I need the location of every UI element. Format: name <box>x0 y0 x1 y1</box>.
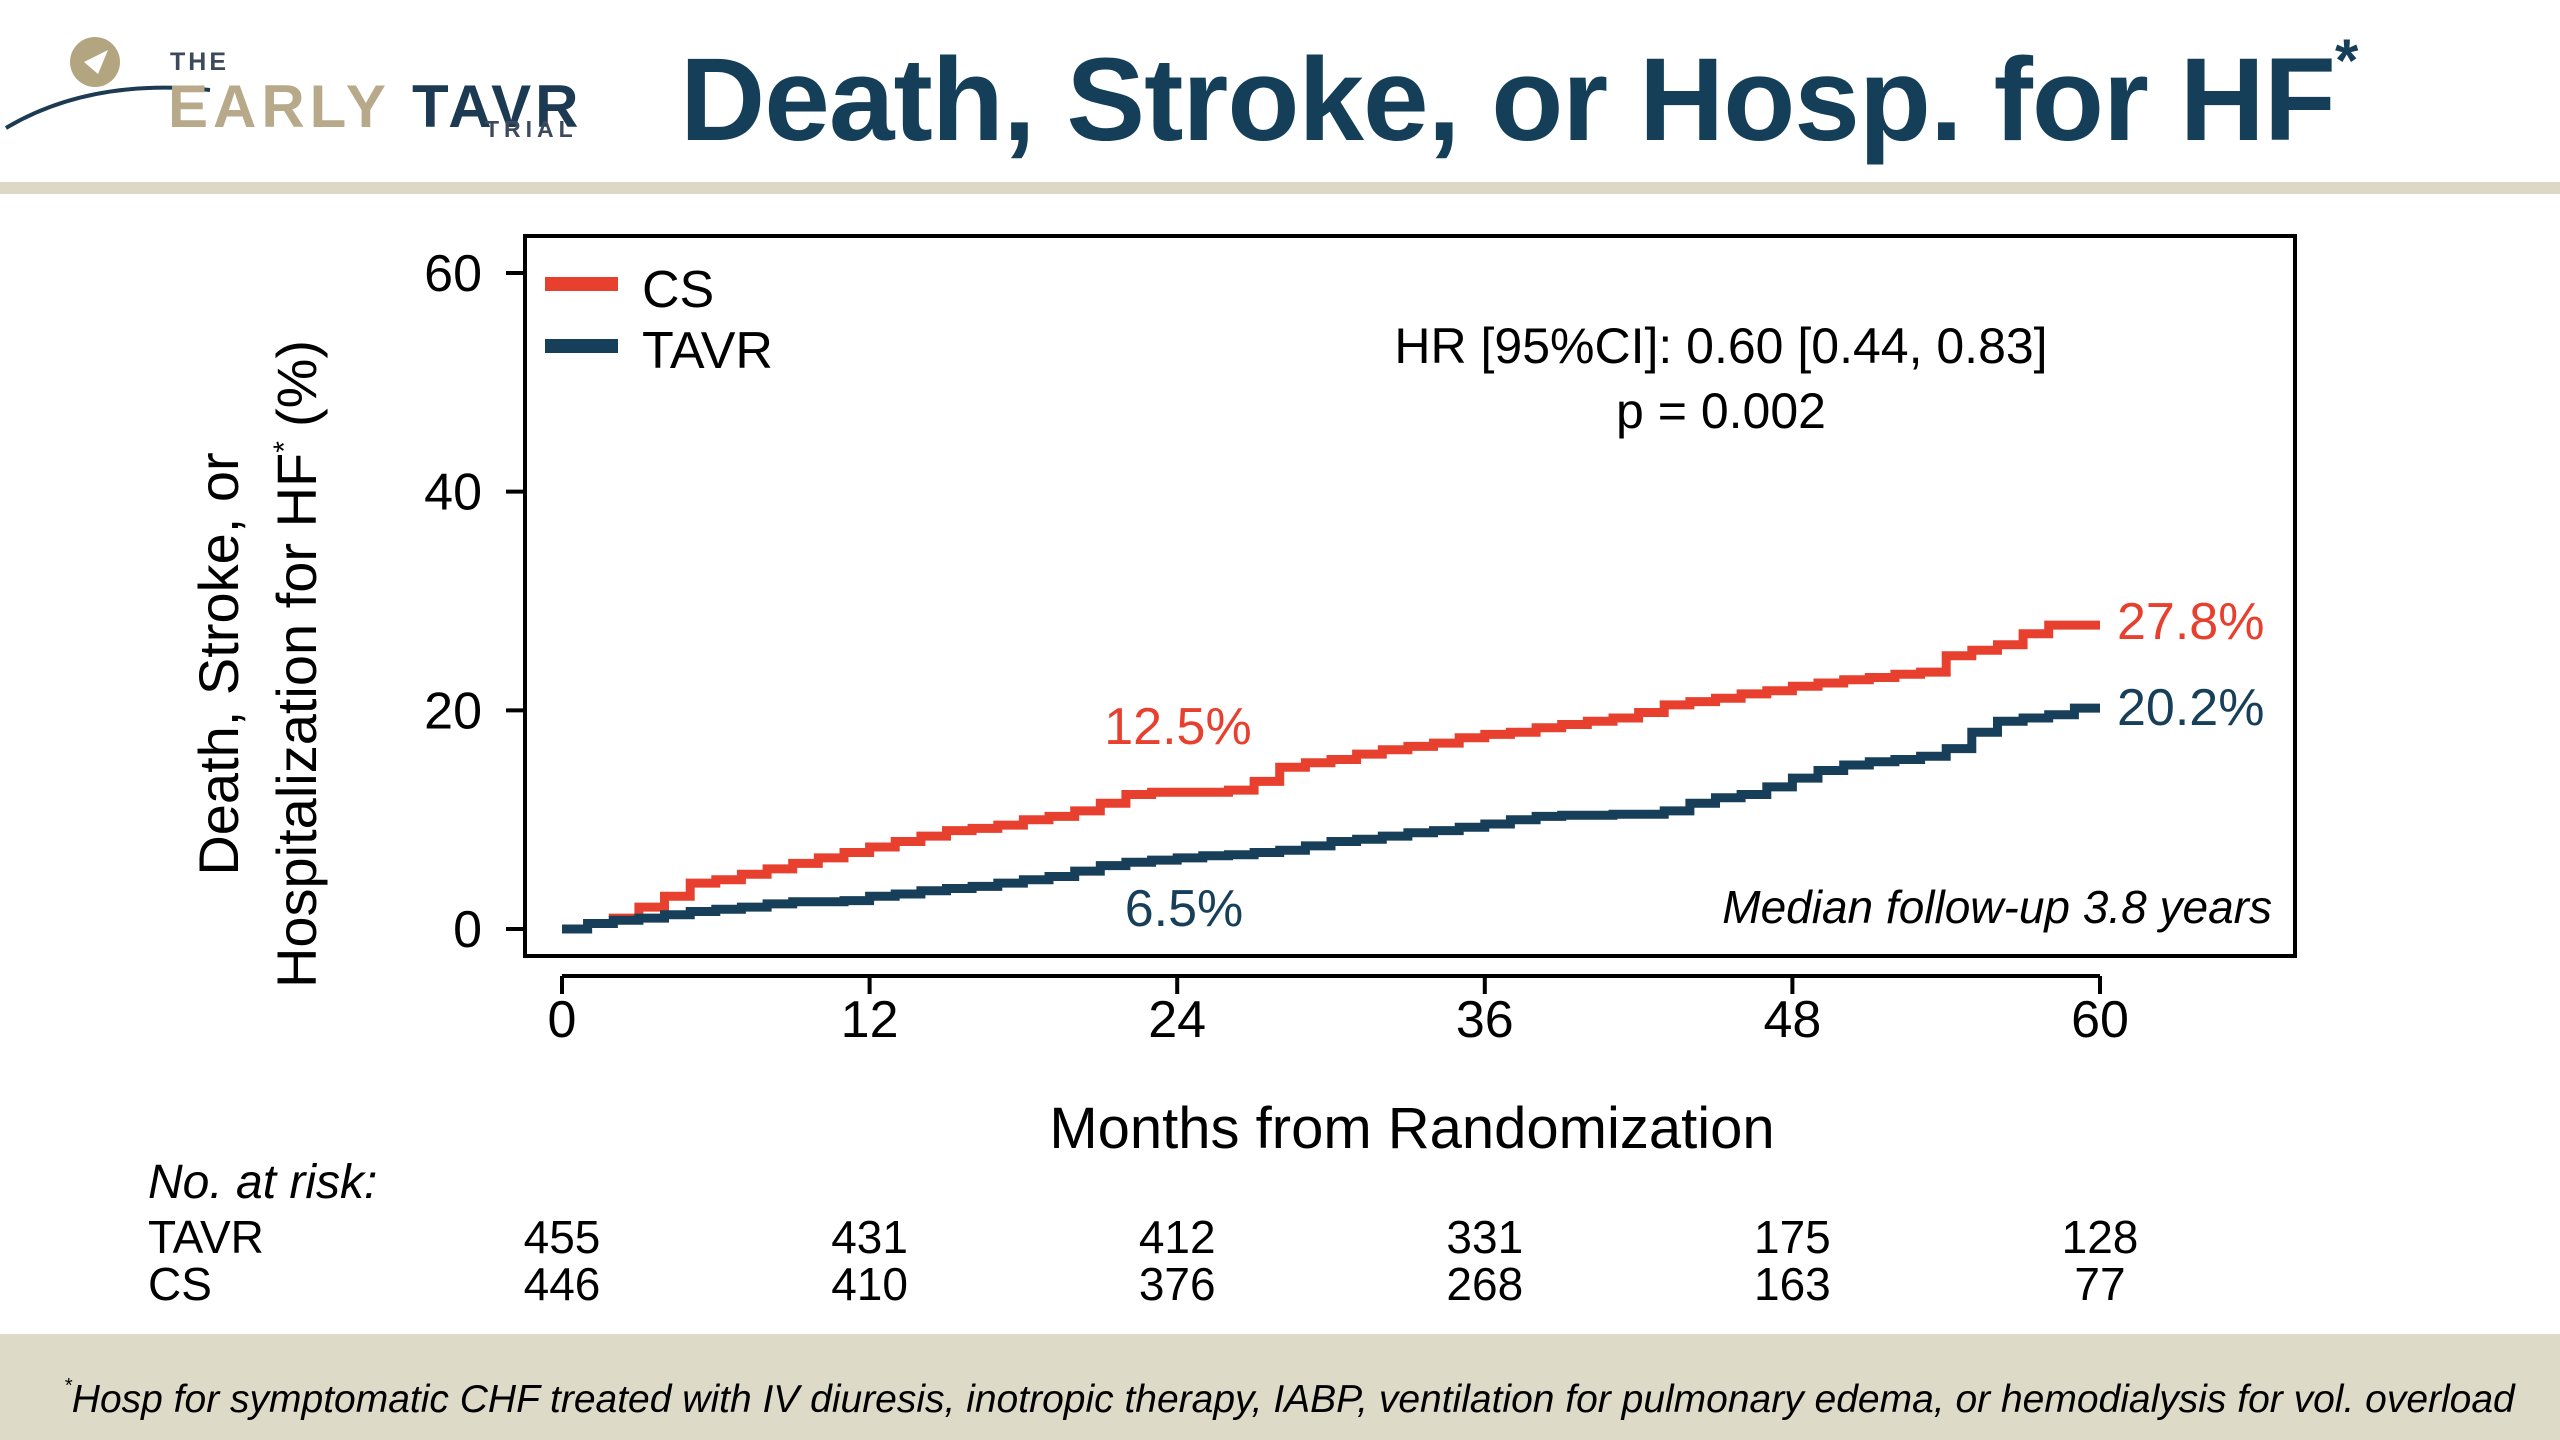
risk-cell: 331 <box>1446 1211 1523 1263</box>
y-axis-label-mark: * <box>268 441 301 453</box>
cs-24-label: 12.5% <box>1104 698 1251 756</box>
y-tick-label: 60 <box>424 245 482 303</box>
hr-annotation: HR [95%CI]: 0.60 [0.44, 0.83] <box>1394 318 2047 374</box>
x-axis-label: Months from Randomization <box>1049 1096 1774 1161</box>
risk-cell: 446 <box>524 1258 601 1310</box>
risk-row-label: TAVR <box>148 1211 264 1263</box>
y-axis-label-line1: Death, Stroke, or <box>187 452 250 875</box>
y-axis-label-line2: Hospitalization for HF <box>265 453 328 988</box>
risk-table-rows: TAVR 455 431 412 331 175 128 CS 446 410 376 268 163 7… <box>148 1211 2138 1310</box>
x-tick-label: 12 <box>841 991 899 1049</box>
title-footnote-mark: * <box>2334 27 2358 94</box>
slide-title: Death, Stroke, or Hosp. for HF* <box>680 27 2358 168</box>
series-line-cs <box>562 620 2100 934</box>
p-annotation: p = 0.002 <box>1616 383 1826 439</box>
x-axis: 0 12 24 36 48 60 <box>548 974 2129 1049</box>
series-layer <box>562 620 2100 934</box>
tavr-24-label: 6.5% <box>1125 880 1244 938</box>
risk-cell: 128 <box>2062 1211 2139 1263</box>
footnote-bar: *Hosp for symptomatic CHF treated with I… <box>0 1334 2560 1440</box>
risk-cell: 410 <box>831 1258 908 1310</box>
series-line-tavr <box>562 703 2100 934</box>
cs-end-label: 27.8% <box>2117 593 2264 651</box>
footnote-mark: * <box>64 1375 72 1397</box>
x-tick-label: 48 <box>1763 991 1821 1049</box>
risk-cell: 455 <box>524 1211 601 1263</box>
y-axis-label: Death, Stroke, or <box>187 452 250 875</box>
slide-title-text: Death, Stroke, or Hosp. for HF <box>680 34 2336 166</box>
logo-the: THE <box>170 48 229 76</box>
y-axis-label-unit: (%) <box>265 340 328 427</box>
risk-cell: 431 <box>831 1211 908 1263</box>
early-tavr-logo: THE EARLY TAVR TRIAL <box>0 20 620 170</box>
footnote-text: Hosp for symptomatic CHF treated with IV… <box>71 1378 2515 1421</box>
risk-cell: 77 <box>2074 1258 2125 1310</box>
risk-table: No. at risk: TAVR 455 431 412 331 175 128 CS 446… <box>148 1156 2138 1310</box>
risk-cell: 268 <box>1446 1258 1523 1310</box>
tavr-end-label: 20.2% <box>2117 679 2264 737</box>
risk-cell: 376 <box>1139 1258 1216 1310</box>
x-tick-label: 60 <box>2071 991 2129 1049</box>
legend-label-tavr: TAVR <box>642 322 773 380</box>
y-tick-label: 40 <box>424 464 482 522</box>
legend-label-cs: CS <box>642 261 714 319</box>
km-chart: 0 20 40 60 0 12 24 36 48 60 Death, Stroke, or Ho… <box>148 234 2297 1310</box>
y-tick-label: 0 <box>453 901 482 959</box>
legend: CS TAVR <box>545 261 773 380</box>
header-divider <box>0 182 2560 194</box>
risk-cell: 412 <box>1139 1211 1216 1263</box>
median-followup-note: Median follow-up 3.8 years <box>1722 881 2272 933</box>
slide-header: THE EARLY TAVR TRIAL Death, Stroke, or H… <box>0 0 2560 182</box>
x-tick-label: 0 <box>548 991 577 1049</box>
risk-row-label: CS <box>148 1258 212 1310</box>
risk-table-header: No. at risk: <box>148 1156 377 1209</box>
logo-swoosh-icon <box>4 37 211 130</box>
logo-tavr: TAVR <box>412 73 583 140</box>
risk-cell: 163 <box>1754 1258 1831 1310</box>
logo-trial: TRIAL <box>485 116 578 142</box>
x-tick-label: 24 <box>1148 991 1206 1049</box>
footnote: *Hosp for symptomatic CHF treated with I… <box>64 1375 2515 1422</box>
y-axis: 0 20 40 60 <box>424 245 527 959</box>
x-tick-label: 36 <box>1456 991 1514 1049</box>
logo-early: EARLY <box>168 73 391 140</box>
y-tick-label: 20 <box>424 682 482 740</box>
risk-cell: 175 <box>1754 1211 1831 1263</box>
y-axis-label-2: Hospitalization for HF* (%) <box>265 340 328 988</box>
